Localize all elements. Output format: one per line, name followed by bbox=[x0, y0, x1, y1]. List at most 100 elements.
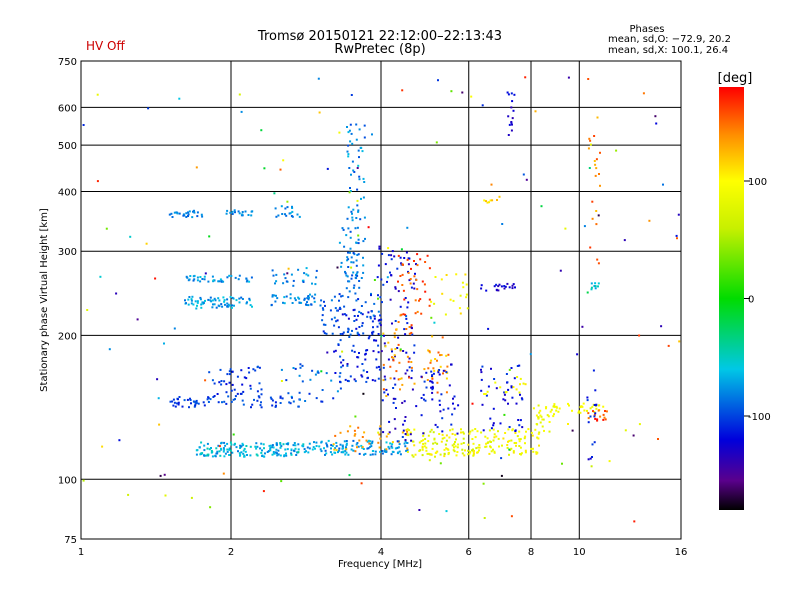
data-point bbox=[303, 448, 306, 451]
data-point bbox=[410, 324, 413, 327]
data-point bbox=[381, 399, 384, 402]
phases-heading: Phases bbox=[629, 24, 664, 35]
data-point bbox=[427, 440, 430, 443]
data-point bbox=[219, 454, 222, 457]
data-point bbox=[467, 443, 470, 446]
data-point bbox=[342, 359, 345, 362]
data-point bbox=[290, 215, 293, 217]
data-point bbox=[306, 446, 309, 449]
data-point bbox=[250, 276, 253, 279]
data-point bbox=[188, 406, 190, 409]
data-point bbox=[497, 285, 500, 288]
data-point bbox=[297, 443, 300, 446]
data-point bbox=[594, 389, 597, 392]
data-point bbox=[273, 192, 276, 195]
data-point bbox=[258, 366, 261, 369]
data-point bbox=[190, 496, 193, 499]
data-point bbox=[410, 369, 413, 372]
data-point bbox=[354, 380, 357, 383]
data-point bbox=[445, 377, 448, 380]
data-point bbox=[500, 474, 503, 477]
data-point bbox=[403, 298, 406, 301]
data-point bbox=[392, 401, 395, 404]
data-point bbox=[525, 430, 527, 433]
data-point bbox=[334, 307, 337, 310]
data-point bbox=[377, 297, 379, 300]
data-point bbox=[522, 173, 525, 176]
data-point bbox=[355, 264, 358, 267]
data-point bbox=[314, 447, 316, 450]
data-point bbox=[347, 227, 350, 230]
data-point bbox=[440, 393, 443, 396]
data-point bbox=[213, 297, 216, 300]
data-point bbox=[437, 79, 439, 82]
data-point bbox=[594, 417, 597, 420]
data-point bbox=[261, 449, 263, 452]
data-point bbox=[343, 313, 346, 316]
data-point bbox=[186, 398, 189, 401]
data-point bbox=[96, 180, 99, 183]
data-point bbox=[558, 407, 561, 410]
data-point bbox=[222, 296, 225, 299]
data-point bbox=[357, 209, 360, 212]
data-point bbox=[408, 279, 411, 282]
data-point bbox=[356, 226, 359, 229]
data-point bbox=[642, 92, 645, 95]
data-point bbox=[341, 313, 344, 316]
data-point bbox=[231, 451, 234, 454]
data-point bbox=[350, 210, 353, 213]
data-point bbox=[214, 455, 217, 458]
data-point bbox=[482, 429, 485, 432]
data-point bbox=[365, 380, 368, 383]
data-point bbox=[362, 271, 365, 274]
data-point bbox=[156, 378, 159, 381]
data-point bbox=[481, 403, 484, 406]
data-point bbox=[418, 441, 421, 444]
data-point bbox=[480, 431, 483, 434]
data-point bbox=[371, 320, 374, 323]
data-point bbox=[487, 385, 490, 388]
data-point bbox=[413, 444, 416, 447]
data-point bbox=[258, 382, 261, 385]
data-point bbox=[244, 210, 247, 213]
data-point bbox=[224, 303, 226, 306]
data-point bbox=[431, 398, 434, 401]
data-point bbox=[445, 447, 448, 450]
data-point bbox=[436, 442, 439, 445]
data-point bbox=[503, 285, 506, 287]
data-point bbox=[512, 283, 515, 286]
data-point bbox=[280, 380, 283, 382]
data-point bbox=[424, 399, 427, 402]
data-point bbox=[347, 453, 350, 456]
data-point bbox=[196, 215, 199, 218]
data-point bbox=[347, 296, 350, 299]
data-point bbox=[288, 401, 291, 404]
data-point bbox=[537, 437, 540, 440]
data-point bbox=[360, 374, 363, 377]
data-point bbox=[358, 280, 361, 282]
data-point bbox=[385, 451, 388, 453]
data-point bbox=[309, 378, 312, 381]
data-point bbox=[229, 211, 232, 214]
data-point bbox=[258, 396, 261, 399]
data-point bbox=[522, 382, 525, 385]
data-point bbox=[411, 454, 414, 457]
data-point bbox=[387, 358, 390, 361]
data-point bbox=[397, 280, 399, 283]
data-point bbox=[378, 365, 380, 368]
data-point bbox=[279, 454, 282, 457]
data-point bbox=[337, 451, 339, 454]
data-point bbox=[286, 448, 289, 451]
data-point bbox=[226, 442, 229, 445]
data-point bbox=[362, 240, 365, 243]
data-point bbox=[376, 325, 379, 328]
data-point bbox=[338, 131, 341, 134]
data-point bbox=[231, 210, 234, 213]
data-point bbox=[504, 432, 507, 434]
data-point bbox=[361, 313, 364, 316]
data-point bbox=[388, 420, 391, 423]
data-point bbox=[507, 388, 510, 391]
data-point bbox=[445, 439, 448, 442]
data-point bbox=[561, 462, 563, 465]
data-point bbox=[424, 442, 427, 445]
